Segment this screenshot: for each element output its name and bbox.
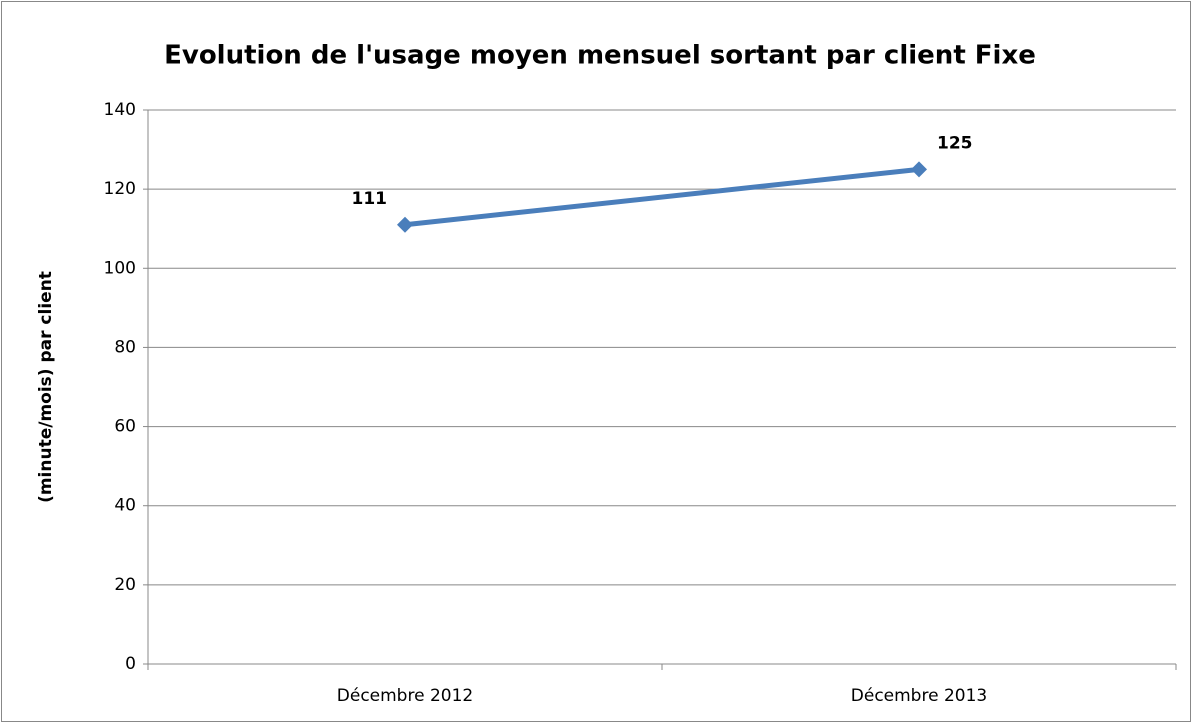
y-tick-label: 0 bbox=[125, 654, 136, 674]
data-label: 125 bbox=[937, 133, 973, 153]
y-tick-label: 20 bbox=[114, 575, 136, 595]
y-tick-label: 120 bbox=[104, 179, 136, 199]
x-tick-label: Décembre 2013 bbox=[851, 686, 987, 706]
chart-title: Evolution de l'usage moyen mensuel sorta… bbox=[164, 41, 1036, 71]
y-tick-label: 140 bbox=[104, 100, 136, 120]
x-tick-label: Décembre 2012 bbox=[337, 686, 473, 706]
y-tick-label: 60 bbox=[114, 417, 136, 437]
line bbox=[404, 166, 920, 228]
marker bbox=[911, 161, 927, 178]
y-tick-label: 80 bbox=[114, 337, 136, 357]
y-axis-label: (minute/mois) par client bbox=[36, 271, 56, 503]
y-tick-label: 100 bbox=[104, 258, 136, 278]
marker bbox=[397, 216, 413, 233]
y-tick-label: 40 bbox=[114, 496, 136, 516]
data-label: 111 bbox=[352, 189, 388, 209]
